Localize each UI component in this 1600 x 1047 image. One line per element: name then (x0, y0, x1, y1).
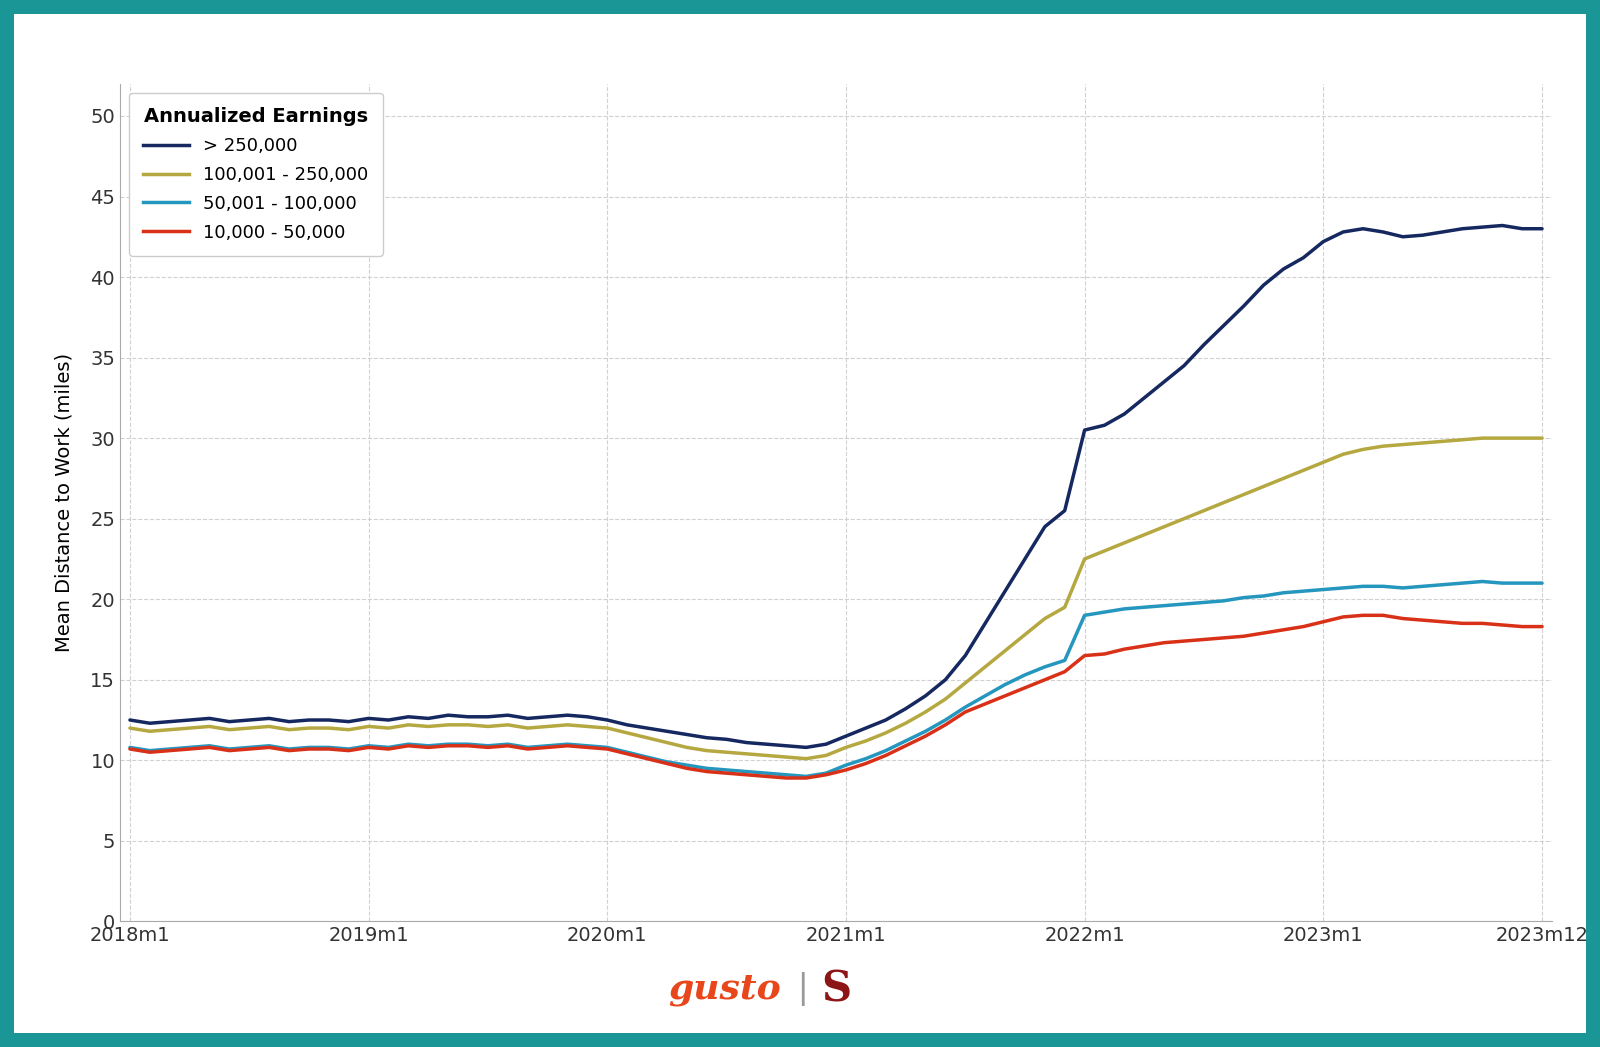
Legend: > 250,000, 100,001 - 250,000, 50,001 - 100,000, 10,000 - 50,000: > 250,000, 100,001 - 250,000, 50,001 - 1… (130, 93, 382, 257)
Text: S: S (821, 968, 851, 1010)
Text: |: | (787, 973, 810, 1006)
Text: S: S (838, 974, 858, 1000)
Text: gusto: gusto (669, 973, 781, 1006)
Y-axis label: Mean Distance to Work (miles): Mean Distance to Work (miles) (54, 353, 74, 652)
